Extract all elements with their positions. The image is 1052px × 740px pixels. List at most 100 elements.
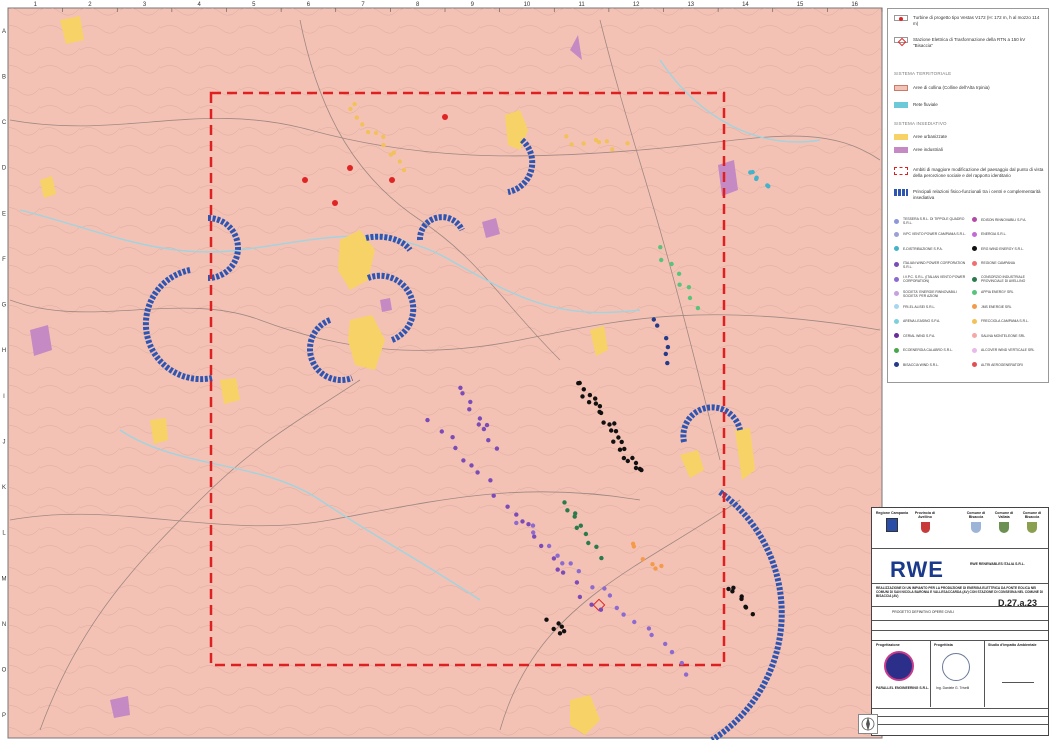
operator-legend-item: JMS ENERGIE SRL <box>972 304 1047 309</box>
existing-turbine-marker <box>576 381 581 386</box>
existing-turbine-marker <box>476 422 481 427</box>
signature <box>1002 668 1034 683</box>
consultant-stamp <box>942 653 970 681</box>
existing-turbine-marker <box>597 404 603 409</box>
existing-turbine-marker <box>581 387 586 392</box>
operator-dot-icon <box>894 362 899 367</box>
existing-turbine-marker <box>580 394 585 399</box>
existing-turbine-marker <box>561 629 567 634</box>
operator-legend-item: CONSORZIO INDUSTRIALE PROVINCIALE DI AVE… <box>972 275 1047 283</box>
operator-label: E-DISTRIBUZIONE S.P.A. <box>903 246 943 251</box>
grid-row-label: C <box>2 120 7 126</box>
existing-turbine-marker <box>590 585 595 590</box>
operator-label: ECOENERGIA CALABRO S.R.L. <box>903 348 953 352</box>
existing-turbine-marker <box>686 285 692 290</box>
municipality-crest-icon <box>999 522 1009 533</box>
operator-dot-icon <box>894 304 899 309</box>
existing-turbine-marker <box>622 446 627 452</box>
existing-turbine-marker <box>639 467 644 473</box>
existing-turbine-marker <box>401 167 407 173</box>
existing-turbine-marker <box>665 360 670 366</box>
operator-label: ALTRI AEROGENERATORI <box>981 362 1023 367</box>
operator-label: ERG WIND ENERGY S.R.L. <box>981 246 1024 251</box>
operator-label: SOCIETA' ENERGIE RINNOVABILI SOCIETA' PE… <box>903 289 957 298</box>
existing-turbine-marker <box>650 562 655 567</box>
existing-turbine-marker <box>616 435 621 440</box>
existing-turbine-marker <box>739 596 744 602</box>
existing-turbine-marker <box>663 641 668 647</box>
relation-swatch <box>894 189 908 196</box>
operator-dot-icon <box>972 333 977 338</box>
existing-turbine-marker <box>731 585 736 590</box>
grid-column-label: 5 <box>252 2 256 8</box>
operator-legend-item: REGIONE CAMPANIA <box>972 260 1047 266</box>
existing-turbine-marker <box>581 141 586 146</box>
existing-turbine-marker <box>589 602 594 607</box>
existing-turbine-marker <box>687 295 693 301</box>
existing-turbine-marker <box>587 392 593 398</box>
existing-turbine-marker <box>583 531 589 537</box>
existing-turbine-marker <box>574 580 580 585</box>
grid-column-label: 8 <box>416 2 420 8</box>
grid-column-label: 1 <box>34 2 38 8</box>
grid-column-label: 4 <box>198 2 202 8</box>
existing-turbine-marker <box>726 586 731 592</box>
existing-turbine-marker <box>560 570 566 575</box>
existing-turbine-marker <box>659 257 664 263</box>
existing-turbine-marker <box>450 435 455 440</box>
existing-turbine-marker <box>576 569 581 574</box>
operator-legend-item: ALTRI AEROGENERATORI <box>972 362 1047 367</box>
existing-turbine-marker <box>610 147 615 152</box>
existing-turbine-marker <box>658 245 663 250</box>
operator-dot-icon <box>972 231 977 237</box>
existing-turbine-marker <box>669 649 675 655</box>
existing-turbine-marker <box>748 170 753 175</box>
operator-legend-item: IVPC VENTO POWER CAMPANIA S.R.L. <box>894 231 969 237</box>
existing-turbine-marker <box>532 534 537 539</box>
existing-turbine-marker <box>665 344 671 350</box>
operator-label: CERIAL WIND S.P.A. <box>903 333 936 338</box>
existing-turbine-marker <box>597 409 602 415</box>
existing-turbine-marker <box>625 141 630 146</box>
operator-legend-item: ALCOVER WIND VERTICALE SRL <box>972 347 1047 353</box>
operator-dot-icon <box>972 362 977 367</box>
operator-label: I.V.P.C. S.R.L. (ITALIAN VENTO POWER COR… <box>903 275 966 283</box>
operator-label: FRI-EL ALISEI S.R.L. <box>903 304 936 309</box>
existing-turbine-marker <box>488 478 493 483</box>
grid-column-label: 6 <box>307 2 311 8</box>
legend-relation: Principali relazioni fisico-funzionali t… <box>894 189 1044 200</box>
operator-label: CONSORZIO INDUSTRIALE PROVINCIALE DI AVE… <box>981 275 1026 283</box>
operator-dot-icon <box>894 262 899 267</box>
existing-turbine-marker <box>559 624 564 629</box>
industrial-areas <box>30 35 738 718</box>
contour-lines <box>8 8 882 738</box>
operator-legend-item: BISACCIA WIND S.R.L. <box>894 362 969 367</box>
existing-turbine-marker <box>621 612 626 617</box>
grid-row-label: F <box>2 257 6 263</box>
grid-row-label: G <box>2 303 7 309</box>
urban-swatch <box>894 134 908 140</box>
operator-legend-item: ERG WIND ENERGY S.R.L. <box>972 246 1047 251</box>
existing-turbine-marker <box>564 134 569 139</box>
province-crest-icon <box>920 522 930 533</box>
existing-turbine-marker <box>633 460 639 466</box>
operator-legend-item: CERIAL WIND S.P.A. <box>894 333 969 338</box>
change-boundary <box>209 91 726 667</box>
existing-turbine-marker <box>695 305 701 311</box>
operator-legend-item: SALINA MONTELEONE SRL <box>972 333 1047 338</box>
substation-icon <box>894 37 908 47</box>
existing-turbine-marker <box>640 557 645 562</box>
grid-column-label: 16 <box>851 2 858 8</box>
existing-turbine-marker <box>633 465 639 471</box>
legend-hill: Aree di collina (Colline dell'Alta Irpin… <box>894 85 1044 91</box>
existing-turbine-marker <box>494 446 500 451</box>
existing-turbine-marker <box>530 523 536 528</box>
existing-turbine-marker <box>467 407 472 412</box>
existing-turbine-marker <box>669 261 674 267</box>
existing-turbine-marker <box>578 523 583 528</box>
existing-turbine-marker <box>649 632 654 638</box>
existing-turbine-marker <box>593 401 599 406</box>
operator-dot-icon <box>972 289 977 295</box>
grid-column-label: 12 <box>633 2 640 8</box>
existing-turbine-marker <box>354 115 359 120</box>
